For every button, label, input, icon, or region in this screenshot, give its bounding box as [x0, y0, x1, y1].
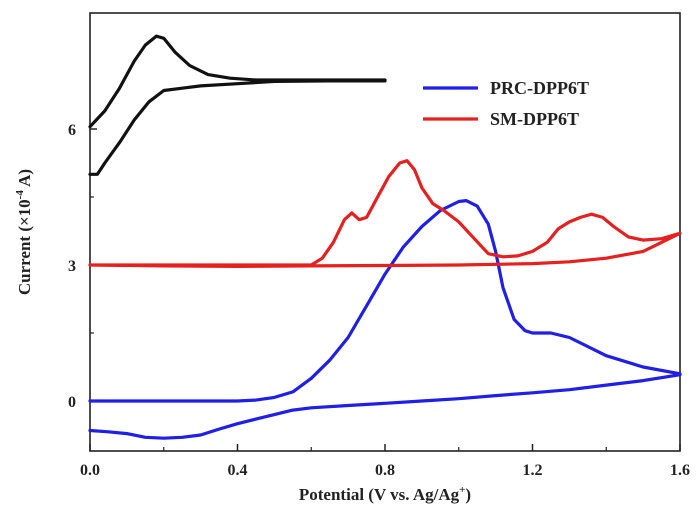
series-2-curve: [88, 34, 387, 176]
x-tick-label: 0.8: [375, 462, 395, 479]
curves: [88, 34, 682, 440]
legend-label: SM-DPP6T: [490, 109, 579, 129]
y-axis-title: Current (×10-4 A): [14, 169, 34, 295]
x-tick-label: 0.0: [80, 462, 100, 479]
sm-dpp6t-curve: [88, 159, 682, 268]
y-tick-label: 6: [68, 122, 76, 139]
x-tick-label: 1.2: [523, 462, 543, 479]
y-tick-label: 0: [68, 394, 76, 411]
legend-label: PRC-DPP6T: [490, 78, 589, 98]
x-tick-label: 0.4: [228, 462, 248, 479]
legend: PRC-DPP6T SM-DPP6T: [423, 78, 589, 129]
x-axis-ticks: 0.0 0.4 0.8 1.2 1.6: [80, 444, 690, 479]
x-axis-title: Potential (V vs. Ag/Ag+): [299, 484, 471, 504]
prc-dpp6t-curve: [88, 199, 682, 440]
x-tick-label: 1.6: [670, 462, 690, 479]
y-tick-label: 3: [68, 258, 76, 275]
